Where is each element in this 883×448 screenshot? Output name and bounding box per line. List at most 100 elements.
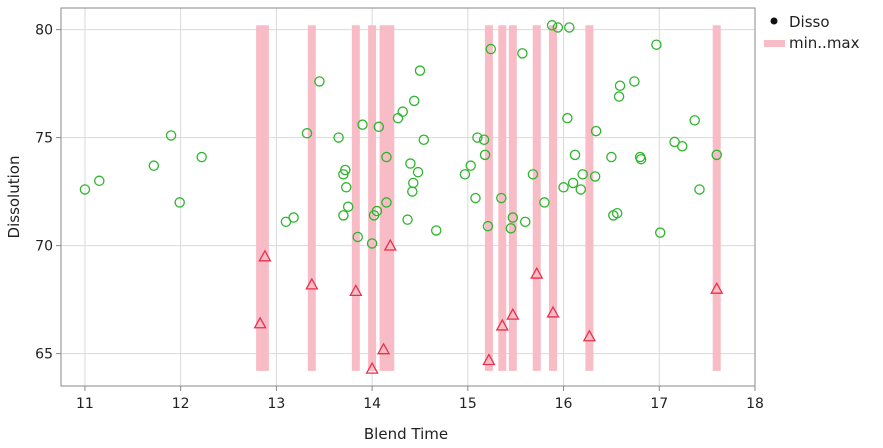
- x-tick-label: 16: [555, 396, 573, 412]
- data-point: [414, 65, 426, 76]
- x-axis-ticks: 11 12 13 14 15 16 17 18: [76, 386, 764, 412]
- data-point: [174, 197, 185, 208]
- data-point: [405, 158, 416, 169]
- data-point: [590, 125, 602, 137]
- data-point: [589, 171, 601, 182]
- data-point: [577, 169, 588, 180]
- data-point: [459, 169, 471, 180]
- data-point: [288, 212, 299, 223]
- data-point: [569, 149, 581, 161]
- disso-points: [79, 20, 722, 249]
- data-point: [654, 227, 666, 238]
- min-max-band: [307, 25, 316, 371]
- x-tick-label: 11: [76, 396, 94, 412]
- min-max-band: [368, 25, 377, 371]
- data-point: [564, 22, 575, 33]
- y-axis-ticks: 65 70 75 80: [35, 23, 61, 363]
- min-point-marker: [495, 318, 509, 331]
- min-max-band: [532, 25, 541, 371]
- data-point: [381, 197, 392, 208]
- data-point: [338, 210, 349, 221]
- min-max-band: [351, 25, 360, 371]
- data-point: [558, 182, 569, 193]
- x-tick-label: 13: [267, 396, 285, 412]
- legend-label-min-max: min..max: [789, 34, 860, 52]
- data-point: [539, 197, 550, 208]
- data-point: [629, 76, 640, 87]
- data-point: [567, 177, 579, 189]
- legend-dot-icon: [770, 17, 778, 25]
- data-point: [373, 121, 385, 133]
- data-point: [520, 216, 531, 228]
- min-point-marker: [253, 316, 267, 329]
- min-points: [253, 238, 724, 374]
- min-point-marker: [506, 307, 520, 320]
- legend-band-icon: [764, 40, 785, 47]
- min-max-band: [260, 25, 269, 371]
- data-point: [352, 231, 363, 243]
- min-point-marker: [482, 353, 496, 366]
- data-point: [614, 80, 626, 92]
- data-point: [148, 160, 160, 171]
- data-point: [418, 134, 430, 146]
- data-point: [472, 132, 483, 143]
- min-max-band: [498, 25, 507, 371]
- data-point: [694, 184, 705, 195]
- data-point: [505, 223, 517, 234]
- data-point: [342, 201, 354, 212]
- min-point-marker: [530, 266, 544, 279]
- data-point: [430, 225, 442, 236]
- x-tick-label: 17: [650, 396, 668, 412]
- y-tick-label: 75: [35, 131, 53, 147]
- data-point: [408, 95, 420, 107]
- data-point: [552, 22, 564, 33]
- x-tick-label: 14: [363, 396, 381, 412]
- data-point: [366, 238, 378, 249]
- data-point: [94, 175, 105, 187]
- data-point: [397, 106, 408, 117]
- min-max-band: [585, 25, 594, 371]
- plot-frame: [60, 7, 756, 387]
- data-point: [333, 132, 344, 143]
- data-point: [517, 48, 528, 59]
- data-point: [412, 166, 424, 178]
- x-axis-title: Blend Time: [364, 425, 448, 443]
- data-point: [479, 149, 491, 161]
- data-point: [371, 205, 383, 217]
- data-point: [470, 192, 481, 204]
- x-tick-label: 18: [746, 396, 764, 412]
- min-point-marker: [376, 342, 391, 355]
- x-tick-label: 12: [172, 396, 190, 412]
- min-point-marker: [710, 281, 724, 294]
- data-point: [606, 151, 617, 163]
- min-max-band: [549, 25, 558, 371]
- grid-lines: [61, 8, 756, 386]
- min-max-band: [386, 25, 395, 371]
- min-max-band: [256, 25, 265, 371]
- data-point: [711, 149, 722, 161]
- legend-label-disso: Disso: [789, 13, 830, 31]
- data-point: [676, 140, 688, 152]
- data-point: [301, 128, 313, 139]
- data-point: [478, 134, 490, 146]
- data-point: [507, 212, 519, 223]
- data-point: [689, 115, 700, 126]
- data-point: [341, 182, 352, 193]
- y-tick-label: 80: [35, 23, 53, 39]
- y-tick-label: 70: [35, 239, 53, 255]
- data-point: [482, 220, 494, 232]
- min-point-marker: [305, 277, 319, 290]
- data-point: [340, 164, 351, 176]
- min-point-marker: [349, 284, 363, 297]
- plot-background: [61, 8, 755, 386]
- data-point: [165, 130, 177, 141]
- data-point: [635, 153, 647, 165]
- y-tick-label: 65: [35, 347, 53, 363]
- data-point: [314, 76, 325, 87]
- min-max-band: [508, 25, 517, 371]
- min-point-marker: [582, 329, 597, 342]
- data-point: [669, 136, 680, 148]
- data-point: [280, 216, 292, 228]
- data-point: [575, 184, 587, 195]
